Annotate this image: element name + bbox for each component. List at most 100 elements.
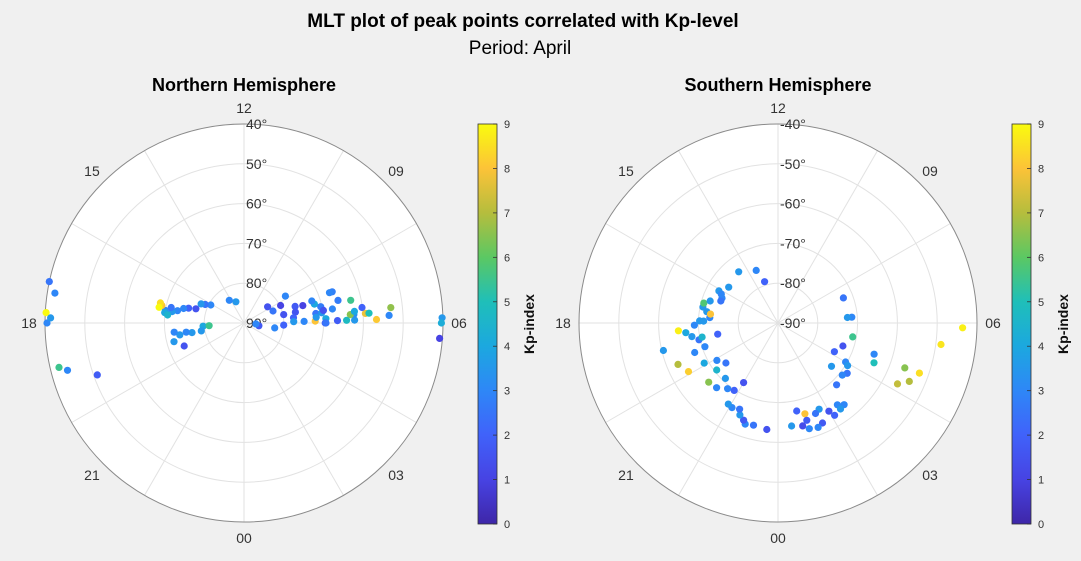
data-point: [706, 310, 715, 318]
data-point: [700, 359, 708, 367]
data-point: [688, 333, 696, 341]
data-point: [937, 340, 945, 349]
data-point: [291, 308, 299, 316]
data-point: [706, 297, 714, 305]
angular-grid-line: [777, 150, 878, 324]
data-point: [170, 328, 178, 336]
data-point: [93, 371, 101, 379]
data-point: [43, 319, 51, 327]
data-point: [814, 423, 822, 431]
data-point: [705, 378, 713, 386]
angle-tick-label: 09: [922, 163, 938, 179]
colorbar-tick-label: 0: [504, 519, 510, 531]
data-point: [45, 278, 53, 286]
data-point: [207, 301, 215, 309]
angular-grid-line: [243, 150, 344, 324]
data-point: [801, 410, 809, 418]
data-point: [188, 329, 196, 337]
data-point: [264, 303, 272, 311]
figure-subtitle: Period: April: [469, 38, 571, 59]
data-point: [959, 324, 967, 332]
data-point: [372, 315, 381, 324]
radial-tick-label: 40°: [246, 116, 267, 132]
data-point: [365, 309, 373, 317]
data-point: [225, 296, 233, 304]
data-point: [281, 292, 289, 300]
data-point: [280, 311, 288, 319]
data-point: [788, 422, 796, 430]
data-point: [713, 356, 721, 364]
data-point: [674, 360, 682, 368]
radial-tick-label: 60°: [246, 196, 267, 212]
data-point: [51, 289, 59, 297]
data-point: [322, 319, 330, 327]
data-point: [893, 380, 902, 388]
data-point: [170, 338, 178, 346]
colorbar-tick-label: 9: [504, 119, 510, 131]
colorbar: 0 1 2 3 4 5 6 7 8 9 Kp-index: [477, 119, 537, 531]
data-point: [833, 381, 841, 389]
data-point: [334, 296, 342, 304]
data-point: [830, 348, 839, 356]
angle-tick-label: 21: [618, 467, 634, 483]
data-point: [682, 329, 690, 337]
data-point: [192, 305, 200, 313]
angle-tick-label: 15: [618, 163, 634, 179]
angular-grid-line: [243, 223, 417, 324]
data-point: [839, 342, 847, 350]
data-point: [437, 319, 445, 327]
data-point: [736, 405, 744, 413]
colorbar-tick-label: 2: [1038, 430, 1044, 442]
colorbar-gradient: [1011, 123, 1032, 525]
data-point: [793, 407, 801, 415]
data-point: [698, 333, 706, 341]
radial-tick-label: 70°: [246, 235, 267, 251]
colorbar-tick-label: 8: [1038, 163, 1044, 175]
data-point: [761, 278, 769, 286]
polar-panel-0: Northern Hemisphere120906030021181540°50…: [21, 75, 537, 546]
data-point: [155, 303, 163, 311]
data-point: [328, 305, 336, 313]
colorbar-tick-label: 3: [504, 386, 510, 398]
data-point: [300, 317, 308, 325]
data-point: [803, 416, 811, 424]
radial-tick-label: 80°: [246, 275, 267, 291]
radial-tick-label: -60°: [780, 196, 806, 212]
data-point: [752, 266, 760, 274]
data-point: [319, 306, 327, 314]
data-point: [164, 311, 172, 319]
radial-tick-label: -90°: [780, 315, 806, 331]
angle-tick-label: 18: [555, 315, 571, 331]
angular-grid-line: [71, 322, 245, 423]
figure-title: MLT plot of peak points correlated with …: [307, 11, 738, 32]
colorbar-tick-label: 1: [504, 475, 510, 487]
colorbar-tick-label: 5: [1038, 297, 1044, 309]
data-point: [690, 321, 699, 329]
colorbar-tick-label: 9: [1038, 119, 1044, 131]
data-point: [271, 324, 279, 332]
data-point: [763, 425, 771, 434]
colorbar-tick-label: 4: [504, 341, 510, 353]
data-point: [721, 374, 730, 382]
data-point: [659, 346, 668, 355]
data-point: [299, 302, 307, 310]
colorbar-tick-label: 6: [1038, 252, 1044, 264]
panel-title: Southern Hemisphere: [684, 75, 871, 95]
colorbar-tick-label: 3: [1038, 386, 1044, 398]
angular-grid-line: [144, 322, 245, 496]
data-point: [343, 316, 351, 324]
data-point: [312, 313, 320, 321]
data-point: [387, 304, 395, 312]
colorbar-tick-label: 7: [504, 208, 510, 220]
radial-tick-label: 50°: [246, 156, 267, 172]
polar-outline: [578, 123, 978, 523]
angular-grid-line: [144, 150, 245, 324]
data-point: [701, 343, 709, 351]
colorbar-tick-label: 7: [1038, 208, 1044, 220]
angular-grid-line: [243, 322, 417, 423]
data-point: [849, 333, 857, 341]
data-point: [717, 297, 725, 305]
colorbar-gradient: [477, 123, 498, 525]
data-point: [173, 307, 182, 315]
